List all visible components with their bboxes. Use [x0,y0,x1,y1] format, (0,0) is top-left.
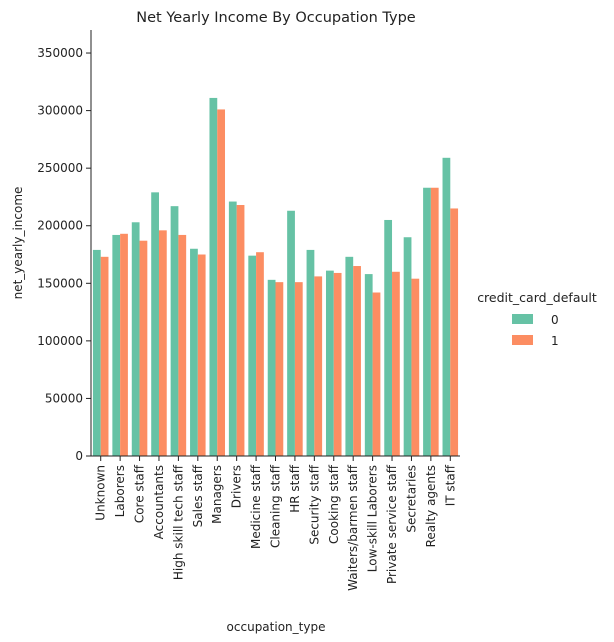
x-tick-label: IT staff [443,464,457,506]
bar-5-series-0 [190,248,198,456]
bar-13-series-1 [353,266,361,456]
x-tick-label: High skill tech staff [171,464,185,580]
legend-swatch-0 [512,314,533,324]
bar-12-series-1 [333,272,342,456]
bar-4-series-0 [170,206,179,456]
bar-6-series-0 [209,97,218,457]
x-ticks-group: Unknown Laborers Core staff Accountants High… [94,456,457,591]
bar-10-series-1 [294,282,303,456]
bar-3-series-0 [151,192,159,456]
bar-16-series-0 [403,237,412,456]
legend-swatch-1 [512,335,533,345]
bar-0-series-1 [100,256,109,456]
x-tick-label: Laborers [113,465,127,517]
x-tick-label: HR staff [288,464,302,512]
bar-15-series-0 [384,219,393,456]
bar-11-series-0 [306,249,315,456]
bar-8-series-1 [256,252,264,456]
bar-9-series-1 [275,282,284,456]
bar-1-series-0 [112,234,121,456]
bar-3-series-1 [158,230,167,456]
y-tick-label: 300000 [37,104,83,118]
bar-10-series-0 [287,210,295,456]
legend-label-1: 1 [551,334,559,348]
x-tick-label: Unknown [94,465,108,521]
bar-14-series-1 [372,292,381,456]
bar-8-series-0 [248,255,257,456]
y-tick-label: 100000 [37,334,83,348]
x-tick-label: Accountants [152,465,166,539]
x-tick-label: Security staff [307,464,321,544]
bar-13-series-0 [345,256,354,456]
bar-11-series-1 [314,276,323,456]
legend-title: credit_card_default [477,290,597,305]
bar-12-series-0 [325,270,334,456]
bar-7-series-1 [236,205,245,456]
x-tick-label: Secretaries [404,465,418,533]
bar-4-series-1 [178,234,187,456]
x-tick-label: Core staff [133,464,147,523]
x-tick-label: Managers [210,465,224,524]
x-tick-label: Realty agents [424,465,438,547]
bar-5-series-1 [197,254,206,456]
bar-16-series-1 [411,278,420,456]
y-tick-label: 50000 [45,391,83,405]
bar-0-series-0 [92,249,101,456]
bar-17-series-1 [430,187,439,457]
y-tick-label: 150000 [37,276,83,290]
y-ticks-group: 0 50000 100000 150000 200000 250000 300000 3500… [37,46,91,463]
bar-18-series-1 [450,208,459,456]
x-tick-label: Medicine staff [249,464,263,549]
bar-7-series-0 [228,201,237,456]
legend-label-0: 0 [551,313,559,327]
y-tick-label: 250000 [37,161,83,175]
bar-2-series-1 [139,240,148,456]
bar-6-series-1 [217,109,226,456]
bar-17-series-0 [423,187,431,457]
x-tick-label: Waiters/barmen staff [346,464,360,591]
y-tick-label: 350000 [37,46,83,60]
y-tick-label: 0 [75,449,83,463]
bars-group [92,97,459,457]
legend: credit_card_default 0 1 [477,290,597,348]
bar-15-series-1 [392,271,400,456]
x-tick-label: Cooking staff [327,464,341,544]
bar-18-series-0 [442,157,451,457]
x-tick-label: Drivers [230,465,244,508]
x-tick-label: Cleaning staff [269,464,283,548]
y-axis-label: net_yearly_income [11,187,25,300]
bar-14-series-0 [364,274,373,456]
bar-1-series-1 [120,233,128,456]
x-tick-label: Sales staff [191,464,205,527]
bar-2-series-0 [131,222,140,456]
chart-title: Net Yearly Income By Occupation Type [136,10,415,26]
x-tick-label: Low-skill Laborers [366,465,380,572]
x-tick-label: Private service staff [385,464,399,584]
bar-9-series-0 [267,279,276,456]
x-axis-label: occupation_type [227,620,326,634]
y-tick-label: 200000 [37,219,83,233]
